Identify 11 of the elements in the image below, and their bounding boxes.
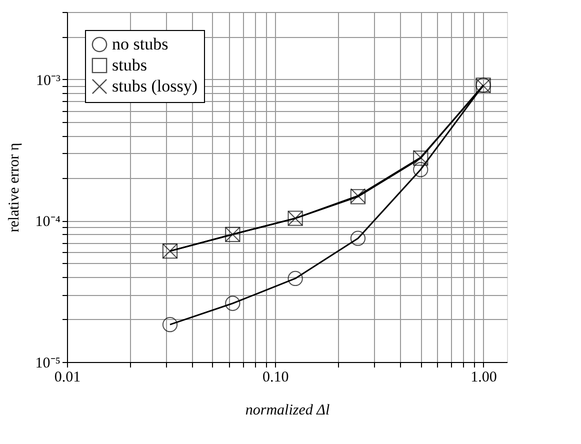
x-tick-label: 0.10: [262, 370, 289, 386]
legend-label: stubs (lossy): [112, 76, 198, 96]
x-axis-title: normalized Δl: [245, 402, 330, 418]
x-tick-label: 0.01: [54, 370, 81, 386]
x-tick-label: 1.00: [470, 370, 497, 386]
y-tick-label: 10⁻⁴: [35, 214, 60, 230]
y-axis-title: relative error η: [6, 142, 22, 232]
legend-label: no stubs: [112, 34, 168, 54]
y-tick-label: 10⁻⁵: [35, 356, 60, 372]
y-tick-label: 10⁻³: [36, 72, 61, 89]
legend-label: stubs: [112, 56, 147, 74]
